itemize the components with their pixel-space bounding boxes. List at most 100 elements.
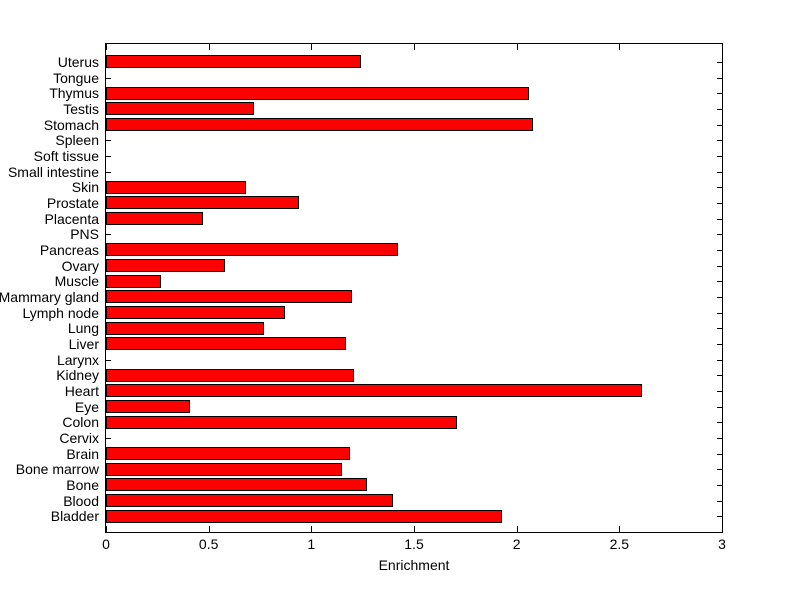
y-tick-left [106, 359, 111, 361]
x-tick-top [722, 44, 723, 50]
category-label: Bone marrow [15, 461, 99, 478]
bar [106, 274, 162, 288]
bar-row: Small intestine [8, 164, 722, 180]
bar-row: Lung [68, 320, 722, 336]
y-tick-right [717, 390, 722, 392]
x-axis-label: Enrichment [378, 557, 450, 573]
bar-row: Skin [72, 179, 722, 195]
y-tick-right [717, 359, 722, 361]
x-tick-bottom [722, 526, 723, 532]
y-tick-right [717, 140, 722, 142]
y-tick-right [717, 422, 722, 424]
category-label: Stomach [43, 116, 99, 133]
category-label: Thymus [49, 85, 99, 102]
bar [106, 55, 361, 69]
bar-row: Stomach [44, 117, 722, 133]
y-tick-right [717, 453, 722, 455]
y-tick-right [717, 93, 722, 95]
y-tick-right [717, 281, 722, 283]
bar-row: Tongue [53, 70, 722, 86]
bar-row: Placenta [45, 211, 722, 227]
y-tick-right [717, 187, 722, 189]
category-label: Cervix [59, 429, 99, 446]
bar [106, 212, 203, 226]
category-label: Colon [62, 414, 99, 431]
bar [106, 290, 353, 304]
category-label: Testis [63, 100, 99, 117]
bar-row: Mammary gland [0, 289, 722, 305]
bar [106, 118, 534, 132]
y-tick-right [717, 171, 722, 173]
x-tick-top [619, 44, 621, 50]
y-tick-right [717, 406, 722, 408]
y-tick-left [106, 140, 111, 142]
x-tick-bottom [619, 526, 621, 532]
bar-row: Prostate [47, 195, 722, 211]
y-tick-right [717, 265, 722, 267]
category-label: Prostate [46, 194, 99, 211]
bar [106, 400, 191, 414]
bar-row: Heart [65, 383, 722, 399]
bar-row: Kidney [56, 367, 722, 383]
category-label: Placenta [44, 210, 99, 227]
category-label: Soft tissue [33, 147, 99, 164]
x-tick-label: 0.5 [198, 536, 219, 552]
category-label: Mammary gland [0, 288, 99, 305]
rows: Uterus Tongue Thymus Testis Stomach Spleen Sof… [0, 44, 722, 532]
y-tick-left [106, 437, 111, 439]
bar-row: Pancreas [40, 242, 722, 258]
bar [106, 86, 529, 100]
category-label: Kidney [56, 367, 99, 384]
category-label: Heart [64, 382, 99, 399]
x-tick-label: 2 [512, 536, 521, 552]
category-label: Pancreas [39, 241, 99, 258]
bar [106, 415, 458, 429]
bar [106, 180, 246, 194]
bar [106, 447, 351, 461]
y-tick-right [717, 343, 722, 345]
category-label: Bladder [50, 508, 99, 525]
x-tick-bottom [106, 526, 107, 532]
bar [106, 384, 642, 398]
bar-row: PNS [70, 226, 722, 242]
category-label: Uterus [57, 53, 99, 70]
y-tick-left [106, 155, 111, 157]
y-tick-right [717, 500, 722, 502]
y-tick-right [717, 249, 722, 251]
bar [106, 321, 265, 335]
bar [106, 102, 254, 116]
category-label: Eye [74, 398, 99, 415]
bar-row: Lymph node [22, 305, 722, 321]
category-label: Muscle [54, 273, 99, 290]
x-tick-top [311, 44, 313, 50]
bar-row: Eye [75, 399, 722, 415]
bar-row: Thymus [49, 85, 722, 101]
category-label: Bone [66, 476, 99, 493]
y-tick-right [717, 484, 722, 486]
y-tick-right [717, 155, 722, 157]
bar [106, 337, 347, 351]
category-label: Liver [68, 335, 99, 352]
y-tick-right [717, 312, 722, 314]
y-tick-right [717, 61, 722, 63]
bar-row: Liver [69, 336, 722, 352]
y-tick-right [717, 437, 722, 439]
x-tick-top [208, 44, 210, 50]
y-tick-left [106, 171, 111, 173]
y-tick-right [717, 296, 722, 298]
y-tick-right [717, 218, 722, 220]
bar-row: Bladder [51, 508, 722, 524]
x-tick-label: 0 [102, 536, 110, 552]
bar-row: Larynx [57, 352, 722, 368]
category-label: Lung [67, 320, 99, 337]
bar-row: Muscle [55, 273, 722, 289]
category-label: PNS [70, 226, 99, 243]
bar-row: Spleen [55, 132, 722, 148]
bar [106, 462, 343, 476]
category-label: Lymph node [22, 304, 99, 321]
bar [106, 478, 367, 492]
x-tick-label: 1 [307, 536, 316, 552]
x-tick-top [106, 44, 107, 50]
plot-area: Uterus Tongue Thymus Testis Stomach Spleen Sof… [0, 43, 726, 572]
